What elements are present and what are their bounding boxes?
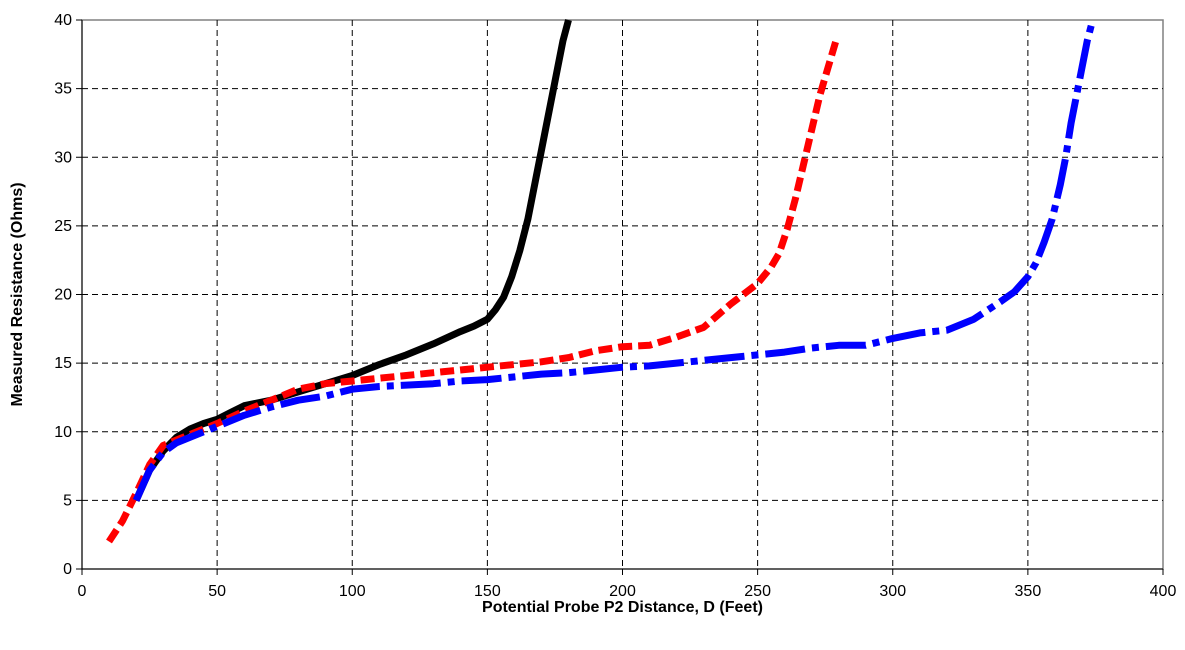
- series-line-2: [106, 39, 840, 544]
- data-series: [106, 19, 1097, 544]
- x-axis-title: Potential Probe P2 Distance, D (Feet): [482, 599, 763, 616]
- y-tick-label: 40: [54, 12, 72, 29]
- y-tick-label: 5: [63, 492, 72, 509]
- x-tick-label: 400: [1150, 583, 1177, 600]
- x-tick-label: 300: [879, 583, 906, 600]
- y-axis-title: Measured Resistance (Ohms): [9, 182, 26, 406]
- x-tick-label: 350: [1015, 583, 1042, 600]
- y-tick-label: 0: [63, 561, 72, 578]
- grid-lines: [82, 20, 1163, 569]
- x-tick-label: 50: [208, 583, 226, 600]
- x-tick-label: 200: [609, 583, 636, 600]
- y-tick-label: 30: [54, 149, 72, 166]
- series-line-3: [132, 19, 1097, 502]
- y-tick-label: 25: [54, 218, 72, 235]
- y-tick-label: 20: [54, 287, 72, 304]
- x-tick-label: 250: [744, 583, 771, 600]
- x-tick-label: 100: [339, 583, 366, 600]
- tick-labels: 0 50 100 150 200 250 300 350 400 0 5 10 15 20 25 30 35 40: [54, 12, 1176, 600]
- series-line-1: [132, 19, 572, 502]
- axes: [76, 19, 1164, 575]
- y-tick-label: 15: [54, 355, 72, 372]
- x-tick-label: 0: [78, 583, 87, 600]
- y-tick-label: 35: [54, 81, 72, 98]
- y-tick-label: 10: [54, 424, 72, 441]
- x-tick-label: 150: [474, 583, 501, 600]
